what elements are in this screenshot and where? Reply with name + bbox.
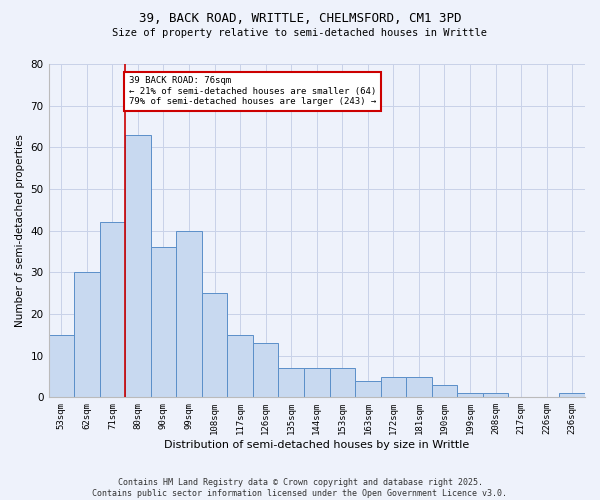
Bar	[457, 393, 483, 398]
Bar	[49, 335, 74, 398]
Bar	[559, 393, 585, 398]
Bar	[253, 343, 278, 398]
Bar	[329, 368, 355, 398]
Bar	[100, 222, 125, 398]
Y-axis label: Number of semi-detached properties: Number of semi-detached properties	[15, 134, 25, 327]
Bar	[406, 376, 432, 398]
Text: Size of property relative to semi-detached houses in Writtle: Size of property relative to semi-detach…	[113, 28, 487, 38]
Text: Contains HM Land Registry data © Crown copyright and database right 2025.
Contai: Contains HM Land Registry data © Crown c…	[92, 478, 508, 498]
Bar	[151, 248, 176, 398]
Bar	[432, 385, 457, 398]
Bar	[74, 272, 100, 398]
Bar	[202, 293, 227, 398]
Bar	[278, 368, 304, 398]
Text: 39 BACK ROAD: 76sqm
← 21% of semi-detached houses are smaller (64)
79% of semi-d: 39 BACK ROAD: 76sqm ← 21% of semi-detach…	[129, 76, 376, 106]
Bar	[304, 368, 329, 398]
Bar	[483, 393, 508, 398]
Bar	[227, 335, 253, 398]
Bar	[355, 380, 380, 398]
Bar	[176, 230, 202, 398]
Bar	[380, 376, 406, 398]
Bar	[125, 135, 151, 398]
Text: 39, BACK ROAD, WRITTLE, CHELMSFORD, CM1 3PD: 39, BACK ROAD, WRITTLE, CHELMSFORD, CM1 …	[139, 12, 461, 26]
X-axis label: Distribution of semi-detached houses by size in Writtle: Distribution of semi-detached houses by …	[164, 440, 469, 450]
